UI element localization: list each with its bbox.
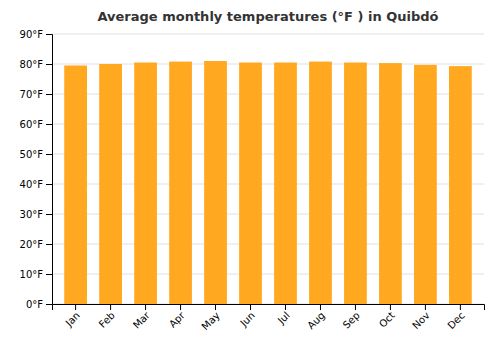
- plot: 0°F 10°F 20°F 30°F 40°F 50°F 60°F 70°F 80°F 90°F J…: [20, 29, 485, 332]
- x-tick: Dec: [445, 304, 466, 331]
- x-tick-label: Jan: [63, 310, 82, 329]
- x-tick: Feb: [97, 304, 117, 330]
- bar: [204, 61, 227, 304]
- x-tick: Nov: [410, 304, 432, 331]
- x-axis-line: [53, 305, 485, 311]
- y-axis-line: [46, 35, 53, 305]
- bar: [169, 62, 192, 304]
- y-tick: 90°F: [20, 29, 52, 40]
- y-tick: 60°F: [20, 119, 52, 130]
- bar: [99, 64, 122, 304]
- y-tick-label: 0°F: [26, 299, 43, 310]
- y-tick: 80°F: [20, 59, 52, 70]
- x-tick: Aug: [305, 304, 327, 331]
- y-tick-mark: [46, 154, 52, 155]
- x-tick-label: Feb: [97, 310, 117, 330]
- x-tick: May: [199, 304, 221, 332]
- x-tick-mark: [425, 304, 426, 310]
- y-tick-label: 20°F: [20, 239, 44, 250]
- bar: [449, 66, 472, 304]
- y-tick-mark: [46, 184, 52, 185]
- bar: [239, 63, 262, 305]
- x-tick-mark: [390, 304, 391, 310]
- bar: [134, 63, 157, 305]
- bar: [414, 65, 437, 304]
- x-tick-mark: [180, 304, 181, 310]
- x-tick: Sep: [341, 304, 362, 331]
- y-tick: 0°F: [26, 299, 52, 310]
- grid: [52, 34, 484, 304]
- y-tick-mark: [46, 274, 52, 275]
- x-tick-label: Aug: [305, 310, 327, 332]
- bar: [64, 66, 87, 305]
- x-tick-mark: [75, 304, 76, 310]
- bars: [64, 61, 472, 304]
- x-tick: Jul: [275, 304, 292, 327]
- x-tick-label: Apr: [167, 309, 188, 330]
- x-axis: Jan Feb Mar Apr May Jun Jul Aug Sep Oct Nov Dec: [53, 304, 485, 332]
- x-tick-mark: [250, 304, 251, 310]
- bar: [344, 63, 367, 305]
- y-tick-label: 40°F: [20, 179, 44, 190]
- y-tick: 70°F: [20, 89, 52, 100]
- grid-line: [52, 34, 484, 35]
- y-tick-label: 60°F: [20, 119, 44, 130]
- chart: 0°F 10°F 20°F 30°F 40°F 50°F 60°F 70°F 80°F 90°F J…: [0, 0, 500, 350]
- y-tick: 30°F: [20, 209, 52, 220]
- x-tick-mark: [355, 304, 356, 310]
- x-tick-mark: [320, 304, 321, 310]
- bar: [309, 62, 332, 304]
- x-tick-label: Jun: [237, 310, 257, 330]
- y-tick-mark: [46, 214, 52, 215]
- x-tick-mark: [460, 304, 461, 310]
- x-tick-label: May: [199, 310, 221, 332]
- y-tick-label: 80°F: [20, 59, 44, 70]
- x-tick-mark: [285, 304, 286, 310]
- bar: [274, 63, 297, 305]
- x-tick: Apr: [167, 304, 188, 330]
- title: Average monthly temperatures (°F ) in Qu…: [97, 9, 438, 24]
- x-tick: Jan: [63, 304, 82, 329]
- y-tick-mark: [46, 64, 52, 65]
- y-tick: 10°F: [20, 269, 52, 280]
- y-tick-label: 10°F: [20, 269, 44, 280]
- x-tick-mark: [145, 304, 146, 310]
- y-tick-mark: [46, 244, 52, 245]
- y-axis: 0°F 10°F 20°F 30°F 40°F 50°F 60°F 70°F 80°F 90°F: [20, 29, 53, 310]
- y-tick-label: 30°F: [20, 209, 44, 220]
- x-tick-label: Sep: [341, 310, 362, 331]
- y-tick: 50°F: [20, 149, 52, 160]
- x-tick-mark: [110, 304, 111, 310]
- y-tick-label: 70°F: [20, 89, 44, 100]
- x-tick-label: Jul: [275, 310, 292, 327]
- y-tick-mark: [46, 94, 52, 95]
- x-tick-label: Nov: [410, 310, 432, 332]
- bar: [379, 63, 402, 304]
- x-tick: Mar: [131, 304, 153, 331]
- y-tick-mark: [46, 34, 52, 35]
- y-tick: 40°F: [20, 179, 52, 190]
- y-tick-label: 50°F: [20, 149, 44, 160]
- x-tick-label: Dec: [445, 310, 466, 331]
- y-tick-mark: [46, 304, 52, 305]
- y-tick-mark: [46, 124, 52, 125]
- x-tick-label: Mar: [131, 309, 153, 331]
- x-tick-mark: [215, 304, 216, 310]
- x-tick: Oct: [377, 304, 397, 330]
- x-tick: Jun: [237, 304, 257, 329]
- y-tick: 20°F: [20, 239, 52, 250]
- y-tick-label: 90°F: [20, 29, 44, 40]
- x-tick-label: Oct: [377, 310, 397, 330]
